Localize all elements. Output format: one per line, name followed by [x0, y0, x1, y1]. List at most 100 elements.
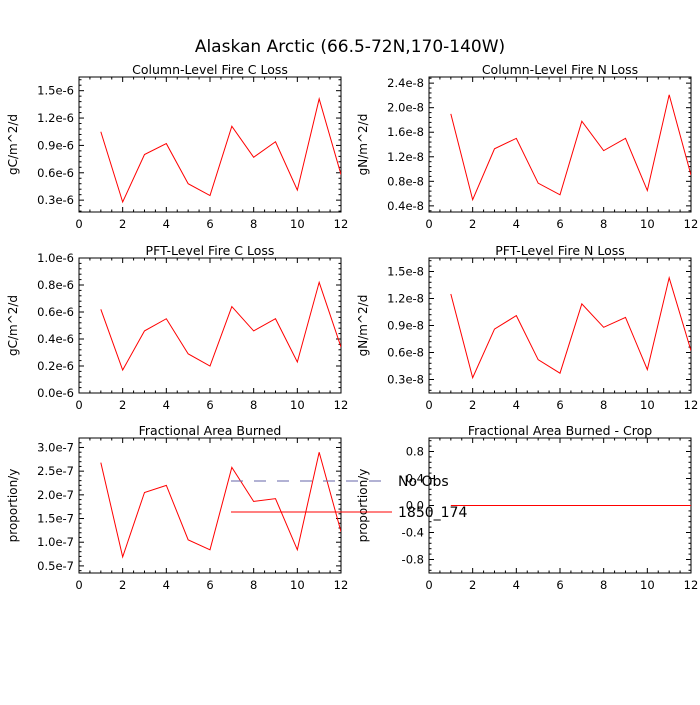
y-tick-label: 3.0e-7: [37, 440, 74, 454]
y-tick-label: 0.0e-6: [37, 386, 74, 400]
y-axis-label: gC/m^2/d: [6, 114, 20, 175]
x-tick-label: 10: [290, 217, 305, 231]
y-tick-label: 0.9e-8: [387, 319, 424, 333]
y-tick-label: 0.4e-8: [387, 199, 424, 213]
y-tick-label: 2.0e-8: [387, 101, 424, 115]
y-tick-label: 1.6e-8: [387, 125, 424, 139]
y-tick-label: 0.3e-6: [37, 193, 74, 207]
y-tick-label: 0.6e-6: [37, 166, 74, 180]
x-tick-label: 4: [163, 578, 170, 592]
chart-panel-6: Fractional Area Burned - Crop proportion/…: [356, 423, 698, 592]
series-line-1: [100, 96, 341, 204]
y-tick-label: -0.4: [402, 526, 424, 540]
x-tick-label: 6: [206, 398, 213, 412]
y-tick-label: 0.3e-8: [387, 373, 424, 387]
y-tick-label: 0.4: [406, 472, 424, 486]
y-tick-label: 1.0e-6: [37, 251, 74, 265]
y-axis-label: gN/m^2/d: [356, 114, 370, 176]
x-tick-label: 10: [290, 578, 305, 592]
x-tick-label: 12: [334, 217, 349, 231]
x-tick-label: 8: [600, 217, 607, 231]
y-tick-label: 0.0: [406, 499, 424, 513]
x-tick-label: 2: [119, 578, 126, 592]
x-tick-label: 6: [556, 578, 563, 592]
x-tick-label: 2: [119, 217, 126, 231]
y-axis-label: gC/m^2/d: [6, 295, 20, 356]
plot-frame: [428, 76, 692, 213]
plot-frame: [78, 257, 342, 394]
x-tick-label: 0: [425, 398, 432, 412]
panel-title: Column-Level Fire N Loss: [482, 62, 638, 77]
panel-title: PFT-Level Fire N Loss: [495, 243, 625, 258]
legend-label-1: No Obs: [398, 474, 449, 490]
x-tick-label: 12: [684, 398, 699, 412]
y-axis-label: gN/m^2/d: [356, 295, 370, 357]
x-tick-label: 10: [640, 217, 655, 231]
y-tick-label: -0.8: [402, 553, 424, 567]
x-tick-label: 2: [119, 398, 126, 412]
x-tick-label: 4: [513, 217, 520, 231]
x-tick-label: 10: [640, 398, 655, 412]
chart-panel-4: PFT-Level Fire N Loss gN/m^2/d 0 2 4 6 8 10 12 0.…: [356, 243, 698, 412]
x-tick-label: 4: [163, 398, 170, 412]
y-tick-label: 0.6e-6: [37, 305, 74, 319]
y-tick-label: 0.9e-6: [37, 138, 74, 152]
y-axis-label: proportion/y: [356, 469, 370, 543]
x-tick-label: 10: [640, 578, 655, 592]
panel-title: PFT-Level Fire C Loss: [146, 243, 275, 258]
x-tick-label: 8: [250, 217, 257, 231]
y-tick-label: 2.4e-8: [387, 76, 424, 90]
chart-panel-1: Column-Level Fire C Loss gC/m^2/d 0 2 4 6 8 10 1…: [6, 62, 348, 231]
y-tick-label: 1.5e-6: [37, 84, 74, 98]
plot-frame: [78, 76, 342, 213]
y-tick-label: 1.2e-8: [387, 292, 424, 306]
x-tick-label: 8: [600, 398, 607, 412]
x-tick-label: 0: [425, 217, 432, 231]
panel-title: Fractional Area Burned: [139, 423, 282, 438]
x-tick-label: 8: [600, 578, 607, 592]
x-tick-label: 6: [206, 578, 213, 592]
x-tick-label: 12: [684, 578, 699, 592]
x-tick-label: 10: [290, 398, 305, 412]
x-tick-label: 8: [250, 398, 257, 412]
x-tick-label: 6: [206, 217, 213, 231]
x-tick-label: 8: [250, 578, 257, 592]
y-tick-label: 1.5e-7: [37, 512, 74, 526]
y-tick-label: 0.8e-8: [387, 174, 424, 188]
series-line-1: [450, 275, 691, 380]
legend-label-2: 1850_174: [398, 505, 467, 521]
legend: No Obs 1850_174: [231, 474, 467, 521]
y-tick-label: 0.5e-7: [37, 559, 74, 573]
chart-panel-2: Column-Level Fire N Loss gN/m^2/d 0 2 4 6 8 10 1…: [356, 62, 698, 231]
y-tick-label: 1.2e-6: [37, 111, 74, 125]
x-tick-label: 4: [513, 578, 520, 592]
series-line-1: [450, 94, 691, 202]
x-tick-label: 0: [75, 398, 82, 412]
y-tick-label: 2.5e-7: [37, 464, 74, 478]
x-tick-label: 2: [469, 578, 476, 592]
chart-panel-3: PFT-Level Fire C Loss gC/m^2/d 0 2 4 6 8 10 12 0.…: [6, 243, 348, 412]
y-tick-label: 0.2e-6: [37, 359, 74, 373]
x-tick-label: 0: [75, 217, 82, 231]
x-tick-label: 2: [469, 398, 476, 412]
series-line-1: [100, 452, 341, 559]
x-tick-label: 12: [684, 217, 699, 231]
y-tick-label: 2.0e-7: [37, 488, 74, 502]
x-tick-label: 0: [425, 578, 432, 592]
y-tick-label: 1.2e-8: [387, 150, 424, 164]
series-line-1: [100, 280, 341, 372]
x-tick-label: 0: [75, 578, 82, 592]
y-tick-label: 0.6e-8: [387, 346, 424, 360]
y-axis-label: proportion/y: [6, 469, 20, 543]
chart-panel-5: Fractional Area Burned proportion/y 0 2 4 6 8 1…: [6, 423, 348, 592]
plot-frame: [78, 437, 342, 574]
y-tick-label: 0.8e-6: [37, 278, 74, 292]
y-tick-label: 1.5e-8: [387, 265, 424, 279]
x-tick-label: 12: [334, 398, 349, 412]
y-tick-label: 1.0e-7: [37, 535, 74, 549]
y-tick-label: 0.4e-6: [37, 332, 74, 346]
panels: Column-Level Fire C Loss gC/m^2/d 0 2 4 6 8 10 1…: [6, 62, 698, 592]
main-title: Alaskan Arctic (66.5-72N,170-140W): [195, 37, 505, 57]
